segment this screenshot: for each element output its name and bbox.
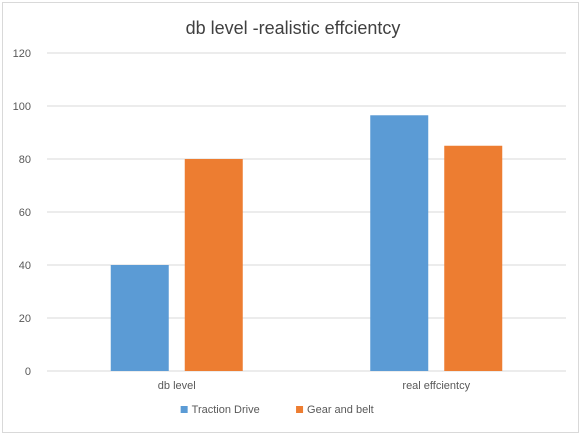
bar-chart: db level -realistic effcientcy 0 20 40 60 80… — [13, 18, 566, 416]
legend-swatch — [180, 406, 188, 413]
bar-traction-drive-1 — [370, 115, 429, 372]
bar-traction-drive-0 — [110, 265, 169, 371]
legend-label: Traction Drive — [192, 404, 260, 416]
y-tick-label: 80 — [19, 154, 31, 166]
bar-gear-and-belt-1 — [444, 145, 503, 371]
legend: Traction Drive Gear and belt — [180, 404, 374, 416]
bars — [110, 115, 503, 372]
y-tick-label: 0 — [25, 366, 31, 378]
y-axis-ticks: 0 20 40 60 80 100 120 — [13, 48, 31, 378]
y-tick-label: 60 — [19, 207, 31, 219]
chart-frame: db level -realistic effcientcy 0 20 40 60 80… — [2, 2, 579, 433]
x-category-label: real effcientcy — [402, 380, 470, 392]
legend-swatch — [296, 406, 304, 413]
legend-label: Gear and belt — [307, 404, 374, 416]
x-axis-categories: db level real effcientcy — [158, 380, 471, 392]
x-category-label: db level — [158, 380, 196, 392]
y-tick-label: 100 — [13, 101, 31, 113]
y-tick-label: 40 — [19, 260, 31, 272]
chart-title: db level -realistic effcientcy — [186, 18, 401, 38]
bar-gear-and-belt-0 — [184, 159, 243, 371]
y-tick-label: 20 — [19, 313, 31, 325]
y-tick-label: 120 — [13, 48, 31, 60]
